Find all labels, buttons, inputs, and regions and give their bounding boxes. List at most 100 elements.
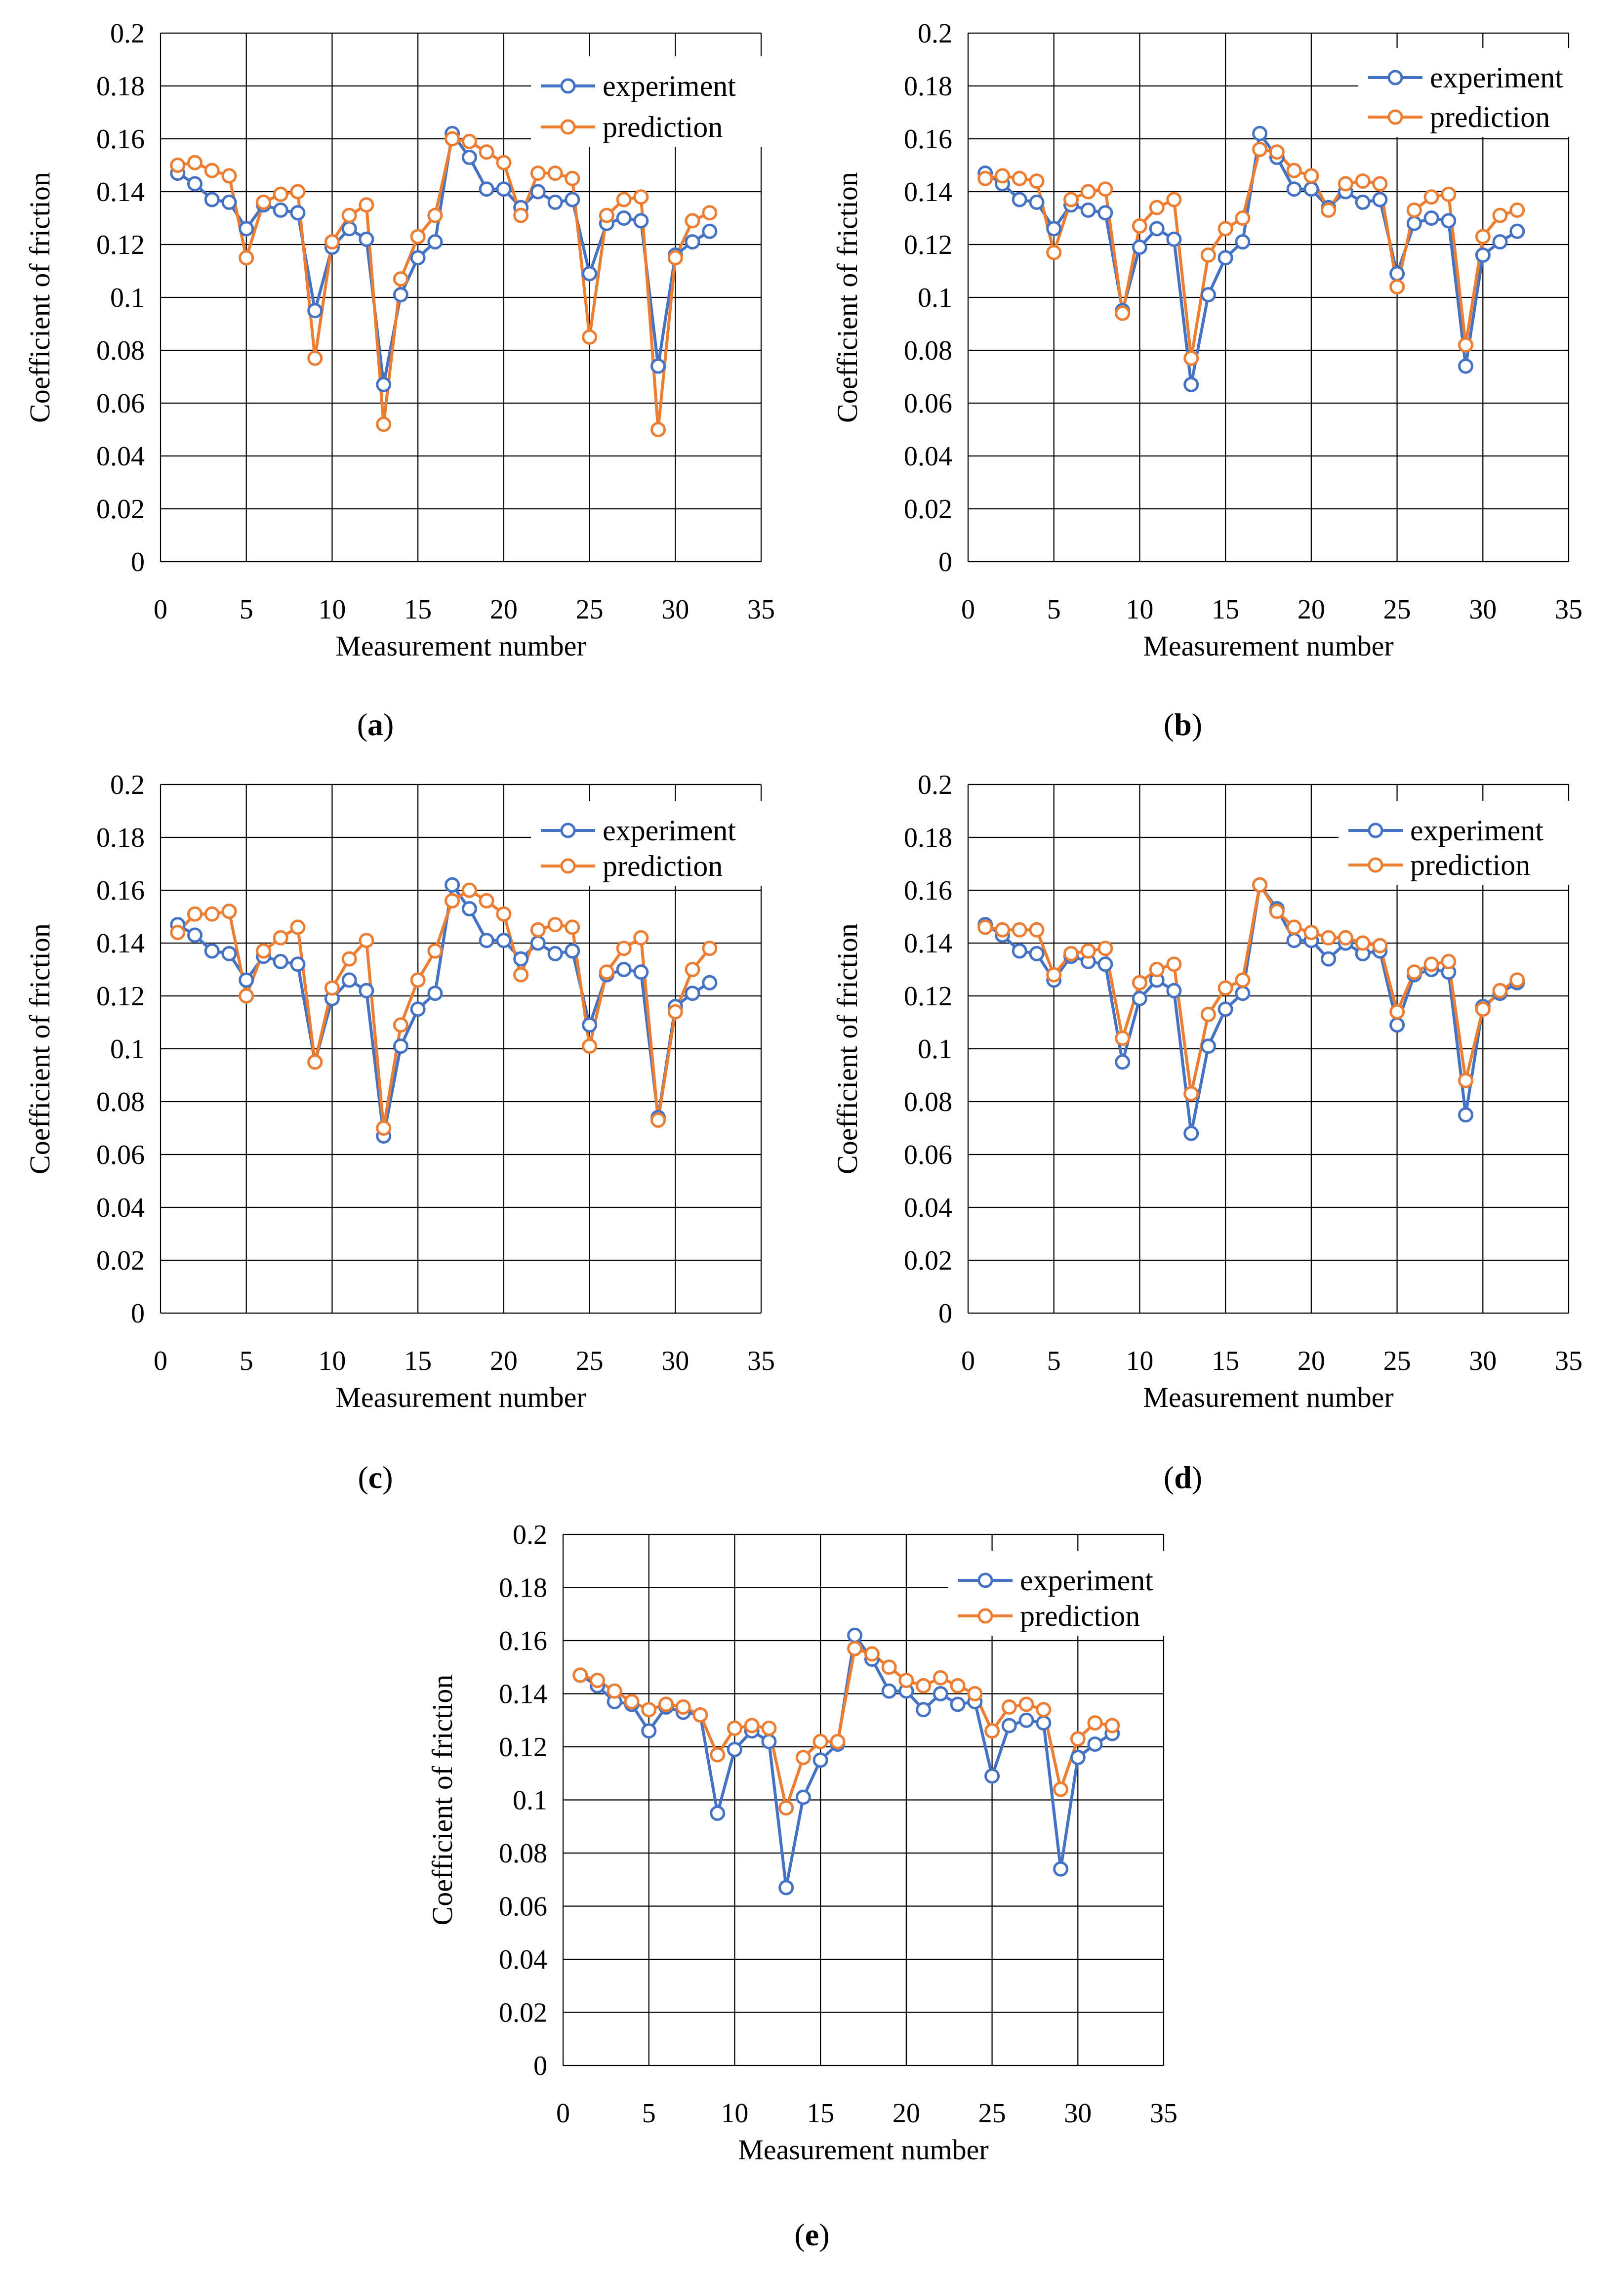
caption-close-paren: )	[383, 707, 394, 742]
panel-caption-e: (e)	[794, 2217, 829, 2252]
data-point-experiment	[461, 150, 477, 165]
data-point-experiment	[565, 943, 580, 959]
y-axis-title: Coefficient of friction	[24, 172, 56, 423]
data-point-experiment	[239, 221, 254, 237]
data-point-prediction	[658, 1696, 674, 1712]
data-point-prediction	[1063, 192, 1079, 207]
x-tick-label: 0	[154, 1346, 167, 1376]
y-tick-label: 0.18	[499, 1573, 547, 1604]
data-point-prediction	[1029, 922, 1045, 938]
legend-label-experiment: experiment	[1430, 61, 1563, 94]
x-tick-label: 20	[490, 594, 518, 625]
data-point-prediction	[1492, 207, 1508, 223]
legend-label-experiment: experiment	[603, 814, 736, 847]
y-tick-label: 0.18	[904, 823, 952, 853]
y-tick-label: 0.14	[96, 928, 145, 959]
y-tick-label: 0.08	[904, 1087, 952, 1117]
data-point-experiment	[1355, 194, 1371, 210]
data-point-experiment	[582, 266, 598, 282]
y-tick-label: 0.02	[499, 1998, 547, 2028]
data-point-prediction	[624, 1694, 640, 1710]
data-point-prediction	[650, 1112, 666, 1128]
data-point-prediction	[1097, 941, 1113, 956]
data-point-prediction	[1183, 1086, 1199, 1102]
x-tick-label: 30	[1469, 1346, 1497, 1376]
x-tick-label: 25	[576, 1346, 604, 1376]
x-tick-label: 5	[642, 2098, 656, 2129]
data-point-prediction	[582, 329, 598, 345]
data-point-prediction	[1018, 1696, 1034, 1712]
data-point-prediction	[393, 271, 408, 287]
data-point-experiment	[685, 234, 700, 250]
y-tick-label: 0.12	[96, 981, 145, 1012]
data-point-experiment	[984, 1768, 1000, 1784]
data-point-prediction	[685, 213, 700, 229]
data-point-prediction	[324, 234, 340, 250]
caption-open-paren: (	[794, 2217, 805, 2252]
data-point-experiment	[1029, 194, 1045, 210]
data-point-prediction	[950, 1678, 966, 1693]
y-tick-label: 0.16	[904, 875, 952, 906]
data-point-experiment	[1183, 1125, 1199, 1141]
data-point-prediction	[582, 1038, 598, 1054]
data-point-prediction	[1441, 186, 1457, 202]
x-tick-label: 25	[576, 594, 604, 625]
data-point-prediction	[496, 906, 512, 922]
data-point-prediction	[239, 250, 254, 266]
legend-marker-prediction	[1368, 857, 1383, 873]
data-point-prediction	[1046, 967, 1062, 983]
data-point-prediction	[1252, 877, 1268, 893]
y-tick-label: 0.1	[918, 1034, 952, 1065]
data-point-experiment	[1046, 221, 1062, 237]
y-tick-label: 0.02	[96, 494, 145, 525]
data-point-prediction	[633, 930, 649, 946]
data-point-experiment	[702, 223, 718, 239]
data-point-experiment	[1218, 250, 1233, 266]
y-tick-label: 0.06	[96, 388, 145, 419]
data-point-experiment	[410, 250, 426, 266]
data-point-experiment	[727, 1741, 742, 1757]
data-point-experiment	[239, 972, 254, 988]
data-point-prediction	[933, 1670, 948, 1686]
data-point-experiment	[1389, 1017, 1405, 1033]
data-point-prediction	[1475, 1001, 1491, 1017]
data-point-experiment	[950, 1696, 966, 1712]
panel-caption-a: (a)	[357, 707, 394, 742]
data-point-experiment	[795, 1789, 811, 1805]
data-point-prediction	[1321, 930, 1337, 946]
y-tick-label: 0.06	[96, 1140, 145, 1170]
y-tick-label: 0.2	[110, 770, 145, 800]
data-point-experiment	[187, 176, 203, 192]
x-tick-label: 15	[1212, 594, 1239, 625]
legend-label-prediction: prediction	[603, 111, 723, 143]
data-point-prediction	[1029, 173, 1045, 189]
data-point-prediction	[256, 943, 271, 959]
data-point-experiment	[496, 181, 512, 197]
data-point-prediction	[1372, 176, 1388, 192]
data-point-prediction	[1269, 144, 1285, 160]
data-point-prediction	[187, 155, 203, 170]
y-tick-label: 0.06	[499, 1892, 547, 1922]
x-axis-title: Measurement number	[1143, 630, 1393, 662]
data-point-experiment	[1115, 1054, 1131, 1070]
data-point-prediction	[204, 906, 220, 922]
y-tick-label: 0.04	[96, 441, 145, 472]
data-point-prediction	[1441, 953, 1457, 969]
x-tick-label: 25	[1383, 1346, 1411, 1376]
x-tick-label: 10	[318, 1346, 346, 1376]
y-tick-label: 0.06	[904, 1140, 952, 1170]
data-point-experiment	[1166, 231, 1182, 247]
data-point-prediction	[1458, 1073, 1473, 1088]
data-point-prediction	[1166, 192, 1182, 207]
chart-panel-b: 0 0.02 0.04 0.06 0.08 0.1 0.12 0.14 0.16 0.18 0.2 0…	[831, 18, 1590, 742]
data-point-experiment	[1183, 377, 1199, 392]
data-point-experiment	[1070, 1750, 1086, 1765]
data-point-experiment	[1389, 266, 1405, 282]
data-point-prediction	[1269, 904, 1285, 919]
legend-label-prediction: prediction	[1410, 849, 1530, 881]
caption-close-paren: )	[819, 2217, 829, 2252]
legend-marker-experiment	[977, 1572, 993, 1588]
y-tick-label: 0.04	[904, 441, 952, 472]
x-tick-label: 0	[154, 594, 167, 625]
data-point-experiment	[933, 1686, 948, 1701]
